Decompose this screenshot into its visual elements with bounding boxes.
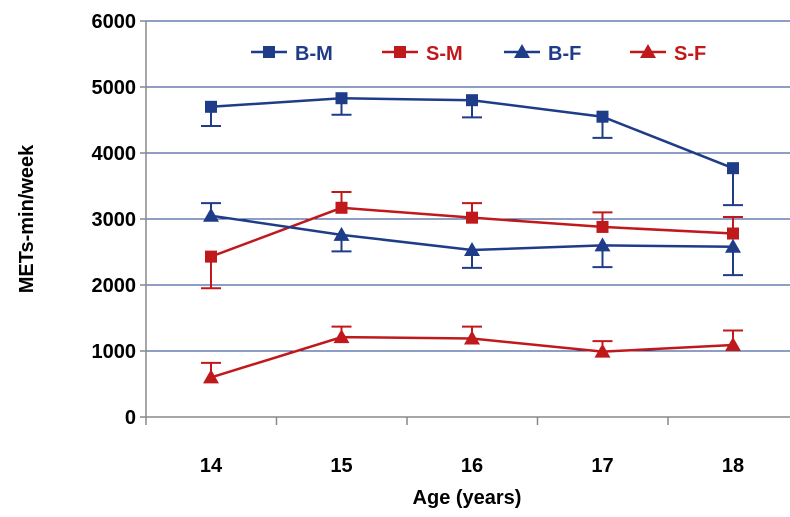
x-tick-label: 16 bbox=[461, 455, 483, 477]
data-point-b-m bbox=[205, 100, 217, 113]
x-tick-label: 18 bbox=[722, 455, 744, 477]
y-tick-label: 0 bbox=[125, 407, 136, 429]
data-point-s-m bbox=[727, 227, 739, 240]
data-point-b-f bbox=[464, 242, 480, 257]
data-point-b-m bbox=[335, 92, 348, 105]
legend-marker-s-f bbox=[640, 44, 656, 58]
y-tick-label: 3000 bbox=[92, 209, 137, 231]
y-tick-label: 2000 bbox=[92, 275, 137, 297]
data-point-b-m bbox=[466, 94, 478, 107]
x-tick-label: 15 bbox=[330, 455, 352, 477]
legend-marker-b-f bbox=[514, 44, 530, 58]
data-point-s-f bbox=[464, 330, 480, 345]
x-tick-labels: 14 15 16 17 18 bbox=[145, 417, 744, 477]
data-point-s-f bbox=[333, 329, 350, 344]
data-point-b-f bbox=[333, 226, 350, 241]
x-axis-title: Age (years) bbox=[413, 487, 522, 509]
legend-label-s-f: S-F bbox=[674, 43, 706, 65]
data-point-s-m bbox=[466, 211, 478, 224]
series-b-m bbox=[201, 92, 743, 207]
data-point-b-f bbox=[203, 207, 219, 222]
data-point-s-f bbox=[594, 343, 611, 358]
axes bbox=[145, 21, 790, 418]
data-point-s-m bbox=[205, 250, 217, 263]
legend-marker-b-m bbox=[263, 46, 275, 58]
y-tick-label: 6000 bbox=[92, 11, 137, 33]
data-point-b-m bbox=[727, 162, 739, 175]
series-layer bbox=[201, 92, 743, 384]
data-point-s-f bbox=[725, 337, 741, 352]
series-b-f bbox=[201, 202, 743, 277]
y-tick-label: 5000 bbox=[92, 77, 137, 99]
x-tick-label: 14 bbox=[200, 455, 223, 477]
data-point-b-f bbox=[725, 238, 741, 253]
data-point-s-m bbox=[335, 201, 348, 214]
legend-label-b-f: B-F bbox=[548, 43, 581, 65]
y-tick-label: 4000 bbox=[92, 143, 137, 165]
y-axis-title: METs-min/week bbox=[16, 144, 38, 293]
legend: B-M S-M B-F S-F bbox=[251, 43, 706, 65]
y-tick-labels: 0 1000 2000 3000 4000 5000 6000 bbox=[92, 11, 137, 429]
data-point-b-f bbox=[594, 237, 611, 252]
legend-label-s-m: S-M bbox=[426, 43, 463, 65]
data-point-s-m bbox=[596, 220, 609, 233]
series-s-m bbox=[201, 190, 743, 290]
legend-marker-s-m bbox=[394, 46, 406, 58]
y-tick-label: 1000 bbox=[92, 341, 137, 363]
legend-label-b-m: B-M bbox=[295, 43, 333, 65]
data-point-s-f bbox=[203, 369, 219, 384]
data-point-b-m bbox=[596, 110, 609, 123]
x-tick-label: 17 bbox=[591, 455, 613, 477]
series-s-f bbox=[201, 325, 743, 384]
